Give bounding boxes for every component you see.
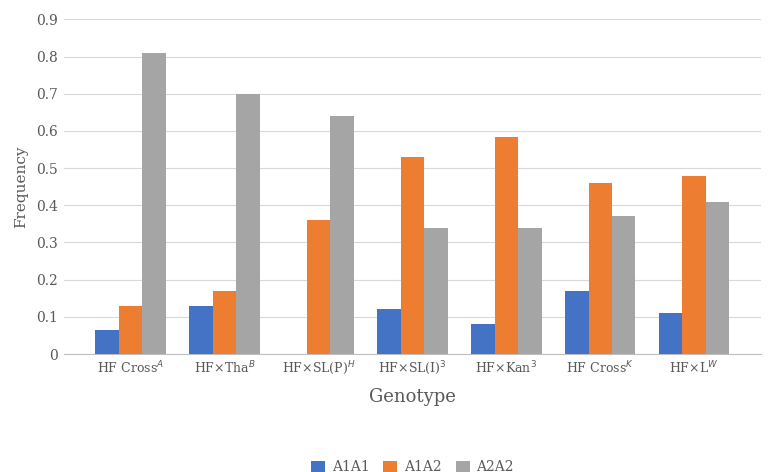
Bar [588,183,612,354]
Y-axis label: Frequency: Frequency [14,145,28,228]
Bar [95,330,119,354]
Legend: A1A1, A1A2, A2A2: A1A1, A1A2, A2A2 [305,455,519,472]
Bar [494,136,518,354]
Bar [659,313,683,354]
Bar [377,309,401,354]
Bar [401,157,424,354]
Bar [565,291,588,354]
Bar [424,228,448,354]
Bar [119,306,143,354]
Bar [143,53,166,354]
Bar [706,202,729,354]
Bar [189,306,213,354]
Bar [213,291,236,354]
Bar [236,94,260,354]
Bar [612,217,635,354]
Bar [518,228,542,354]
Bar [471,324,494,354]
X-axis label: Genotype: Genotype [369,388,456,406]
Bar [330,116,353,354]
Bar [683,176,706,354]
Bar [307,220,330,354]
